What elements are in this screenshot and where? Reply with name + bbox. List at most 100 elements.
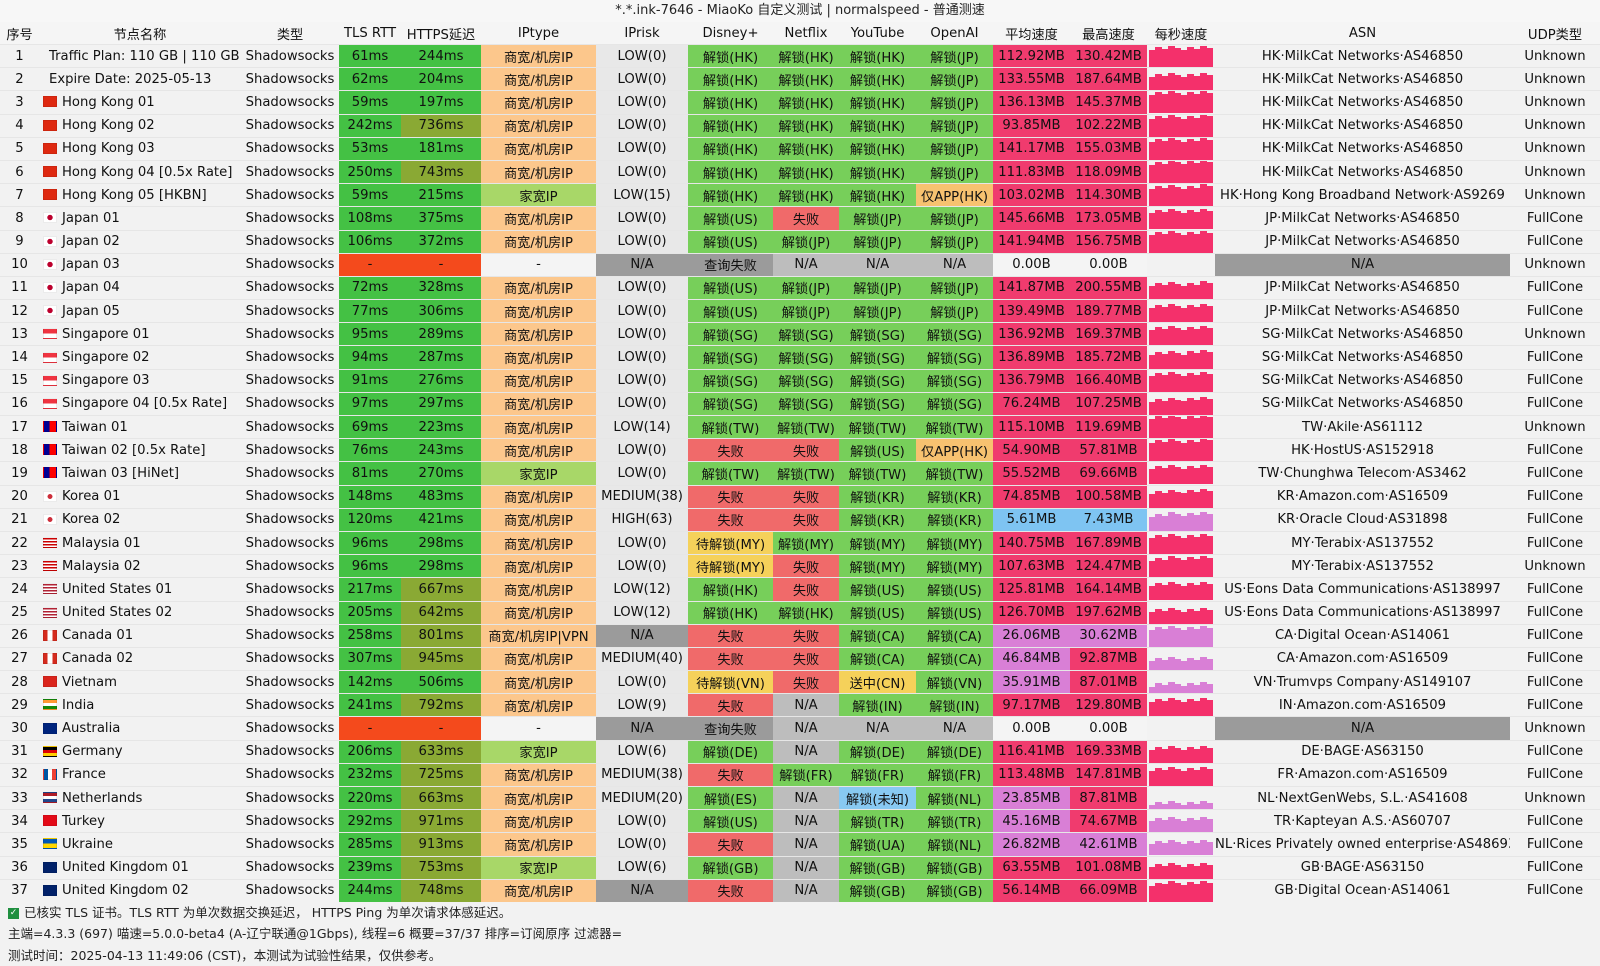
asn-info: HK·Hong Kong Broadband Network·AS9269 [1215,183,1510,207]
table-row[interactable]: 11 Japan 04 Shadowsocks 72ms 328ms 商宽/机房IP LOW… [0,275,1600,300]
table-row[interactable]: 22 Malaysia 01 Shadowsocks 96ms 298ms 商宽/机房IP… [0,530,1600,555]
table-row[interactable]: 2 Expire Date: 2025-05-13 Shadowsocks 62ms 2… [0,67,1600,91]
col-iprisk-header[interactable]: IPrisk [596,22,688,45]
node-name: Malaysia 01 [62,535,141,551]
node-name-cell: United Kingdom 02 [39,878,241,902]
table-row[interactable]: 37 United Kingdom 02 Shadowsocks 244ms 748ms… [0,878,1600,902]
table-row[interactable]: 25 United States 02 Shadowsocks 205ms 642ms 商… [0,600,1600,625]
table-row[interactable]: 36 United Kingdom 01 Shadowsocks 239ms 753ms… [0,855,1600,880]
speed-bar [1168,416,1175,439]
speed-bar [1187,627,1194,647]
flag-de-icon [43,745,57,757]
table-row[interactable]: 28 Vietnam Shadowsocks 142ms 506ms 商宽/机房IP LOW… [0,670,1600,694]
node-name-cell: Singapore 03 [39,368,241,393]
speed-bar [1168,209,1175,230]
speed-bar [1155,534,1162,555]
table-row[interactable]: 27 Canada 02 Shadowsocks 307ms 945ms 商宽/机房IP M… [0,646,1600,671]
row-index: 37 [0,878,39,902]
node-name-cell: Japan 04 [39,275,241,300]
speed-bar [1193,75,1201,91]
table-row[interactable]: 10 Japan 03 Shadowsocks - - - N/A 查询失败 N/A N/A N/A… [0,252,1600,277]
speed-bar [1187,768,1194,786]
col-tls-rtt-header[interactable]: TLS RTT [339,22,401,45]
asn-info: DE·BAGE·AS63150 [1215,739,1510,764]
table-row[interactable]: 32 France Shadowsocks 232ms 725ms 商宽/机房IP MEDI… [0,762,1600,787]
speed-bar [1193,492,1201,508]
col-asn-header[interactable]: ASN [1215,22,1510,45]
table-row[interactable]: 8 Japan 01 Shadowsocks 108ms 375ms 商宽/机房IP LOW… [0,206,1600,230]
col-avg-speed-header[interactable]: 平均速度 [993,22,1070,45]
node-name-cell: Hong Kong 01 [39,90,241,115]
table-row[interactable]: 29 India Shadowsocks 241ms 792ms 商宽/机房IP LOW(9… [0,693,1600,717]
max-speed: 200.55MB [1070,275,1147,300]
table-row[interactable]: 20 Korea 01 Shadowsocks 148ms 483ms 商宽/机房IP ME… [0,484,1600,509]
table-row[interactable]: 13 Singapore 01 Shadowsocks 95ms 289ms 商宽/机房I… [0,322,1600,346]
speed-bar [1168,817,1175,833]
table-row[interactable]: 21 Korea 02 Shadowsocks 120ms 421ms 商宽/机房IP HI… [0,507,1600,532]
ip-type: 商宽/机房IP|VPN [481,623,596,648]
col-node-name-header[interactable]: 节点名称 [39,22,241,45]
speed-bar [1187,882,1194,902]
col-iptype-header[interactable]: IPtype [481,22,596,45]
table-row[interactable]: 15 Singapore 03 Shadowsocks 91ms 276ms 商宽/机房I… [0,368,1600,393]
table-row[interactable]: 18 Taiwan 02 [0.5x Rate] Shadowsocks 76ms 24… [0,438,1600,462]
speed-bar [1161,536,1169,555]
col-youtube-header[interactable]: YouTube [839,22,916,45]
table-row[interactable]: 24 United States 01 Shadowsocks 217ms 667ms 商… [0,577,1600,601]
max-speed: 66.09MB [1070,878,1147,902]
table-row[interactable]: 4 Hong Kong 02 Shadowsocks 242ms 736ms 商宽/机房I… [0,113,1600,138]
col-openai-header[interactable]: OpenAI [916,22,993,45]
table-row[interactable]: 6 Hong Kong 04 [0.5x Rate] Shadowsocks 250m… [0,159,1600,184]
netflix-status: 解锁(TW) [773,414,839,439]
table-row[interactable]: 3 Hong Kong 01 Shadowsocks 59ms 197ms 商宽/机房IP… [0,90,1600,115]
ip-risk: LOW(0) [596,299,688,323]
speed-bar [1193,515,1201,531]
speed-bar [1181,493,1188,508]
col-netflix-header[interactable]: Netflix [773,22,839,45]
speed-bar [1168,115,1175,137]
speed-bar [1200,464,1207,485]
speed-bar [1181,76,1188,91]
table-row[interactable]: 26 Canada 01 Shadowsocks 258ms 801ms 商宽/机房IP|… [0,623,1600,648]
table-row[interactable]: 31 Germany Shadowsocks 206ms 633ms 家宽IP LOW(6)… [0,739,1600,764]
col-https-latency-header[interactable]: HTTPS延迟 [401,22,481,45]
https-latency: 204ms [401,67,481,91]
ip-risk: LOW(0) [596,554,688,578]
col-type-header[interactable]: 类型 [241,22,339,45]
col-max-speed-header[interactable]: 最高速度 [1070,22,1147,45]
table-row[interactable]: 35 Ukraine Shadowsocks 285ms 913ms 商宽/机房IP LOW… [0,832,1600,857]
table-row[interactable]: 33 Netherlands Shadowsocks 220ms 663ms 商宽/机房I… [0,785,1600,810]
speed-bar [1149,401,1156,415]
col-index-header[interactable]: 序号 [0,22,39,45]
table-row[interactable]: 1 Traffic Plan: 110 GB | 110 GB Shadowsock… [0,43,1600,68]
avg-speed: 136.89MB [993,345,1070,370]
col-disney-header[interactable]: Disney+ [688,22,773,45]
udp-type: FullCone [1510,855,1600,880]
table-row[interactable]: 5 Hong Kong 03 Shadowsocks 53ms 181ms 商宽/机房IP… [0,136,1600,161]
speed-bar [1187,746,1194,763]
netflix-status: 解锁(TW) [773,461,839,486]
speed-bar [1187,466,1194,485]
node-name-cell: Canada 02 [39,646,241,671]
table-row[interactable]: 17 Taiwan 01 Shadowsocks 69ms 223ms 商宽/机房IP LO… [0,414,1600,439]
table-row[interactable]: 12 Japan 05 Shadowsocks 77ms 306ms 商宽/机房IP LOW… [0,299,1600,323]
node-name: Korea 01 [62,489,121,505]
table-row[interactable]: 9 Japan 02 Shadowsocks 106ms 372ms 商宽/机房IP LOW… [0,229,1600,254]
table-row[interactable]: 7 Hong Kong 05 [HKBN] Shadowsocks 59ms 215ms… [0,183,1600,207]
table-row[interactable]: 19 Taiwan 03 [HiNet] Shadowsocks 81ms 270ms 家… [0,461,1600,486]
speed-bar [1161,701,1169,717]
table-row[interactable]: 34 Turkey Shadowsocks 292ms 971ms 商宽/机房IP LOW(… [0,809,1600,833]
ip-risk: LOW(6) [596,739,688,764]
table-row[interactable]: 30 Australia Shadowsocks - - - N/A 查询失败 N/A N/A N/… [0,716,1600,741]
table-row[interactable]: 16 Singapore 04 [0.5x Rate] Shadowsocks 97m… [0,391,1600,416]
node-type: Shadowsocks [241,438,339,462]
node-name: Hong Kong 01 [62,94,155,110]
table-row[interactable]: 14 Singapore 02 Shadowsocks 94ms 287ms 商宽/机房I… [0,345,1600,370]
udp-type: Unknown [1510,554,1600,578]
col-per-second-header[interactable]: 每秒速度 [1147,22,1215,45]
col-udp-type-header[interactable]: UDP类型 [1510,22,1600,45]
table-row[interactable]: 23 Malaysia 02 Shadowsocks 96ms 298ms 商宽/机房IP… [0,554,1600,578]
node-name-cell: Traffic Plan: 110 GB | 110 GB [39,43,241,68]
speed-bar [1187,513,1194,531]
table-header: 序号 节点名称 类型 TLS RTT HTTPS延迟 IPtype IPrisk Disney… [0,22,1600,45]
